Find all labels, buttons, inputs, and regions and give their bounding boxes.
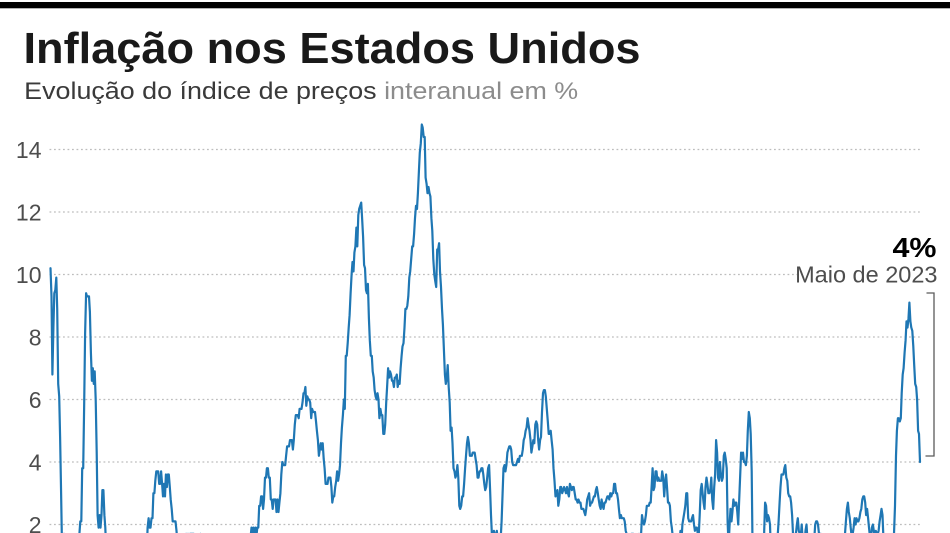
svg-text:Inflação nos Estados Unidos: Inflação nos Estados Unidos xyxy=(24,24,641,73)
svg-text:12: 12 xyxy=(16,199,42,225)
svg-text:14: 14 xyxy=(16,137,42,163)
svg-text:Evolução do índice de preços i: Evolução do índice de preços interanual … xyxy=(24,78,578,105)
svg-text:4: 4 xyxy=(29,449,42,475)
svg-text:Maio de 2023: Maio de 2023 xyxy=(795,262,937,288)
svg-text:2: 2 xyxy=(29,512,42,533)
svg-text:6: 6 xyxy=(29,387,42,413)
svg-text:4%: 4% xyxy=(893,232,937,263)
svg-text:10: 10 xyxy=(16,262,42,288)
svg-text:8: 8 xyxy=(29,324,42,350)
